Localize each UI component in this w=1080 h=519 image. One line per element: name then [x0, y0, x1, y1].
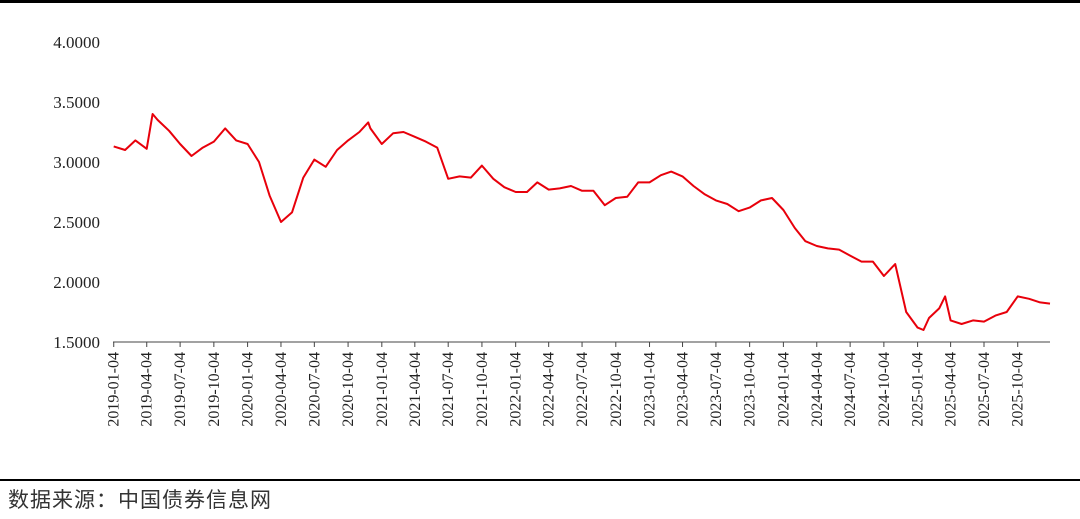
x-tick-label: 2019-07-04: [172, 352, 189, 427]
x-tick-label: 2025-04-04: [943, 352, 960, 427]
x-tick-label: 2022-04-04: [541, 352, 558, 427]
x-tick-label: 2025-07-04: [976, 352, 993, 427]
y-tick-label: 3.5000: [53, 93, 100, 112]
x-tick-label: 2023-01-04: [642, 352, 659, 427]
x-tick-label: 2023-10-04: [742, 352, 759, 427]
x-tick-label: 2024-01-04: [775, 352, 792, 427]
y-tick-label: 4.0000: [53, 33, 100, 52]
yield-line-chart: 1.5000 2.0000 2.5000 3.0000 3.5000 4.0000 201…: [53, 33, 1051, 427]
x-tick-label: 2021-10-04: [474, 352, 491, 427]
y-tick-label: 2.0000: [53, 273, 100, 292]
x-tick-label: 2020-04-04: [273, 352, 290, 427]
y-tick-label: 1.5000: [53, 333, 100, 352]
bottom-rule: [0, 479, 1080, 481]
source-note: 数据来源：中国债券信息网: [8, 488, 272, 512]
x-tick-label: 2021-01-04: [374, 352, 391, 427]
x-tick-label: 2019-01-04: [106, 352, 123, 427]
x-tick-label: 2020-07-04: [306, 352, 323, 427]
x-tick-label: 2025-10-04: [1010, 352, 1027, 427]
y-tick-label: 2.5000: [53, 213, 100, 232]
x-tick-label: 2025-01-04: [910, 352, 927, 427]
x-tick-label: 2024-07-04: [842, 352, 859, 427]
x-tick-label: 2023-07-04: [708, 352, 725, 427]
y-tick-label: 3.0000: [53, 153, 100, 172]
top-rule: [0, 0, 1080, 3]
x-tick-label: 2019-04-04: [139, 352, 156, 427]
x-tick-label: 2020-10-04: [340, 352, 357, 427]
x-tick-label: 2024-10-04: [876, 352, 893, 427]
x-tick-label: 2023-04-04: [675, 352, 692, 427]
x-tick-label: 2022-10-04: [608, 352, 625, 427]
series-line: [113, 113, 1051, 331]
x-tick-label: 2022-07-04: [574, 352, 591, 427]
x-tick-label: 2022-01-04: [508, 352, 525, 427]
x-tick-label: 2021-04-04: [407, 352, 424, 427]
x-tick-label: 2021-07-04: [440, 352, 457, 427]
x-tick-label: 2019-10-04: [206, 352, 223, 427]
x-tick-label: 2020-01-04: [240, 352, 257, 427]
x-tick-label: 2024-04-04: [809, 352, 826, 427]
